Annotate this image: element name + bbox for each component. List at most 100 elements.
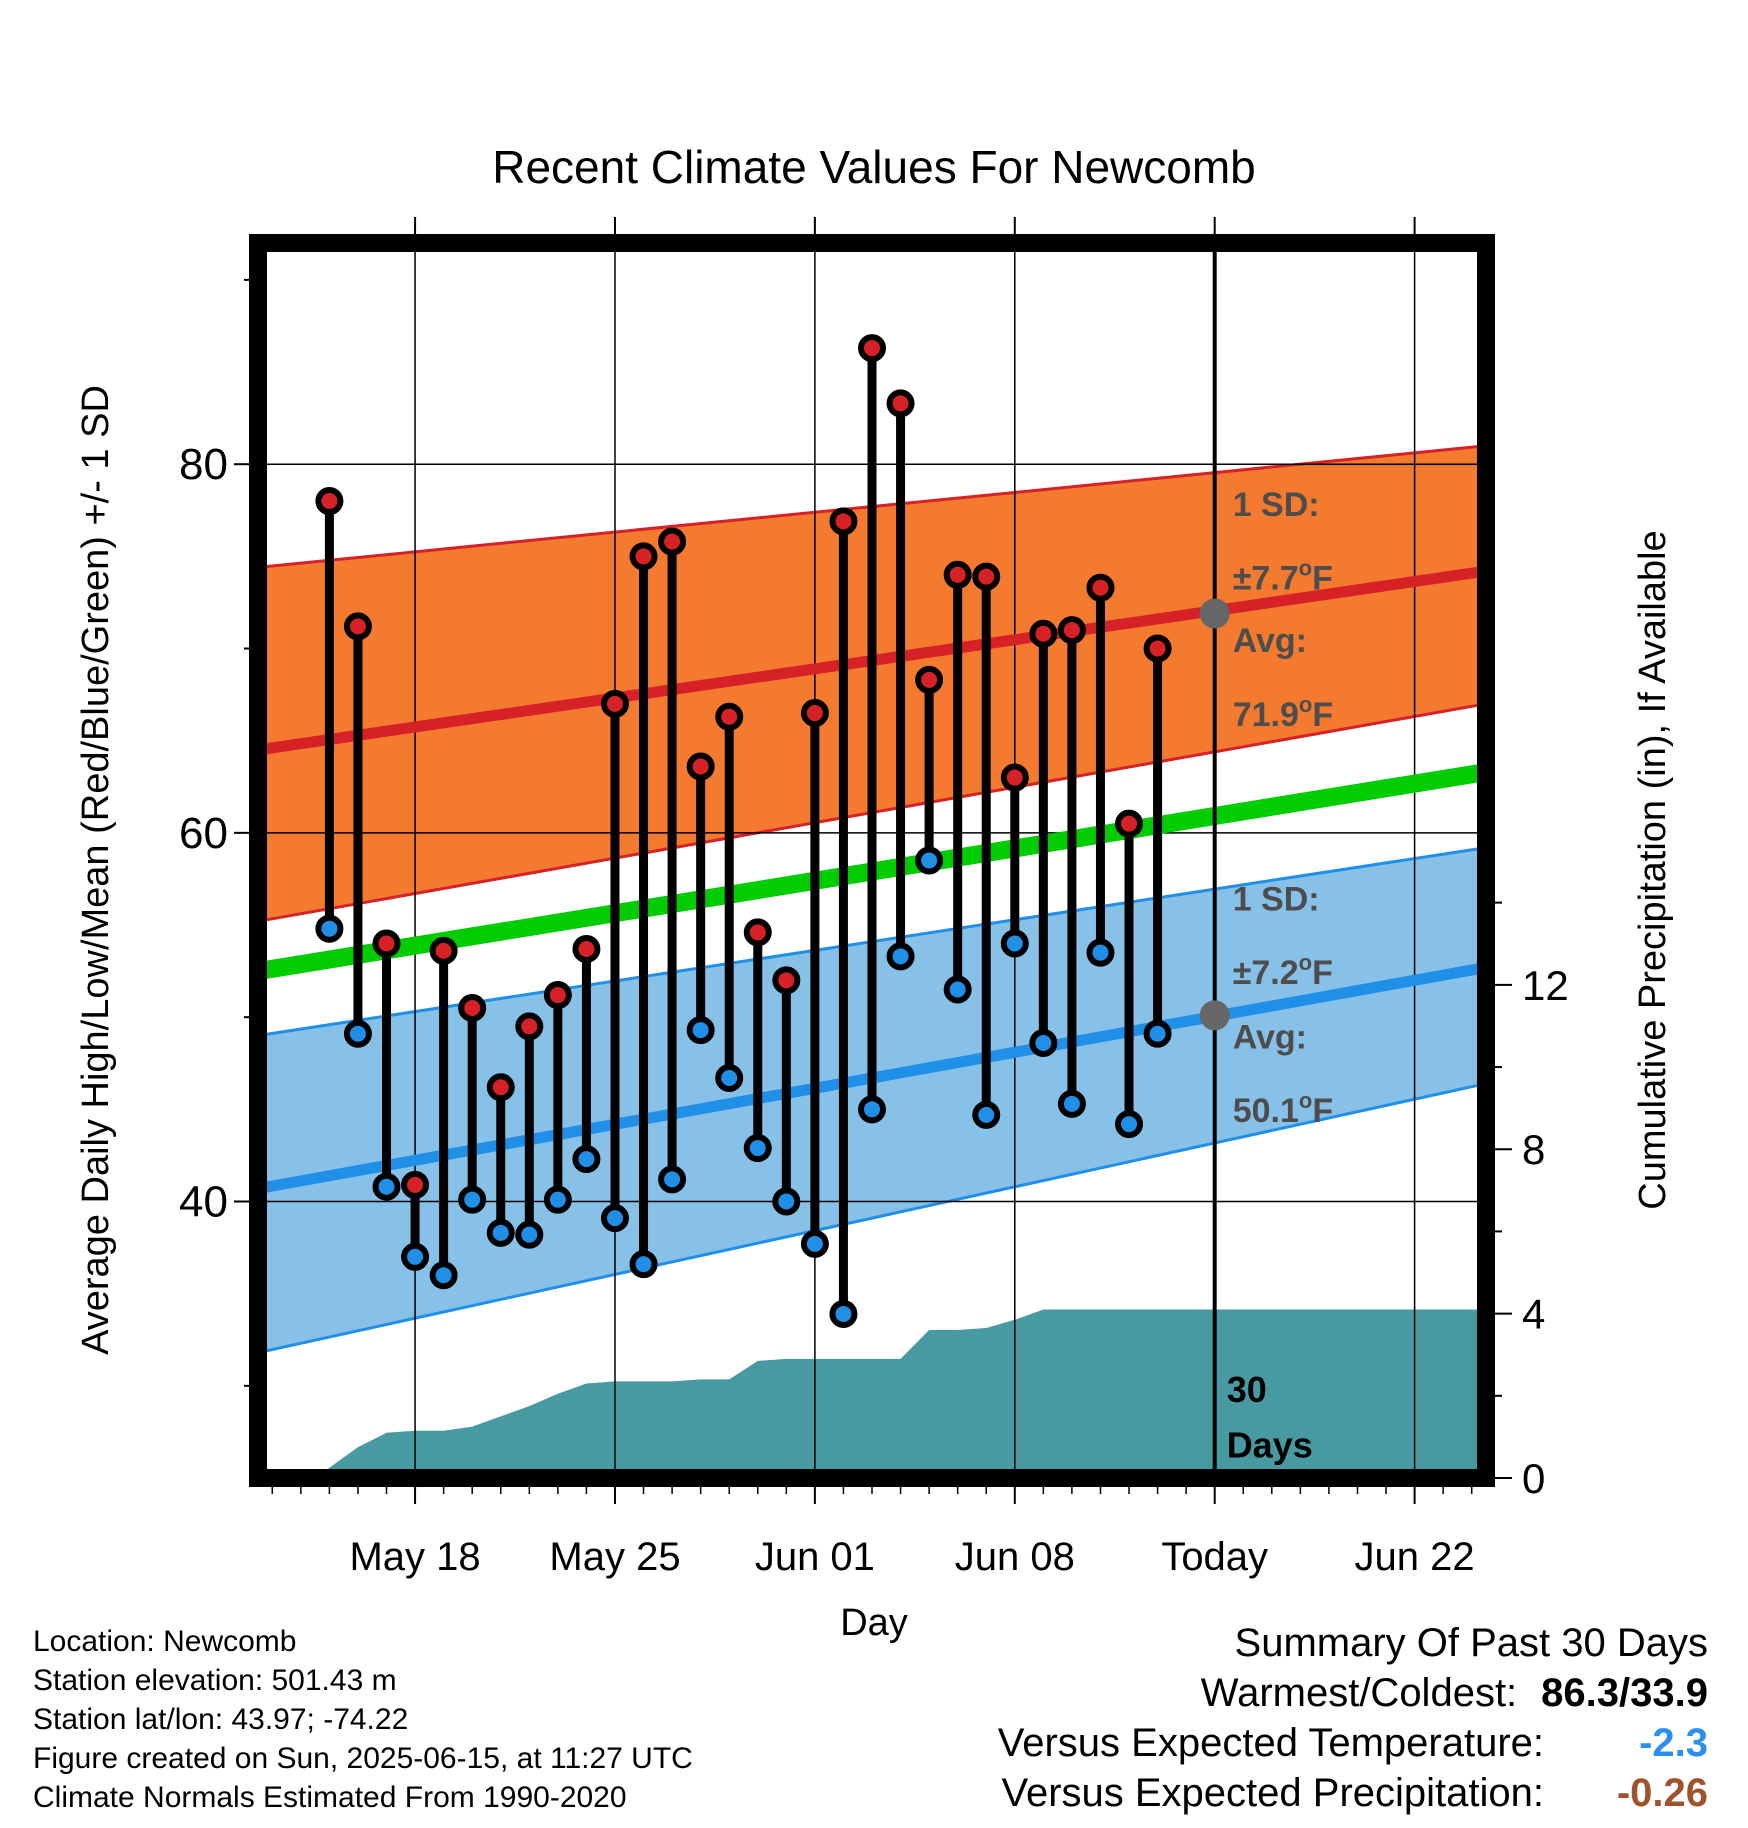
today-low-avg-marker (1199, 1000, 1230, 1031)
low-temp-point (886, 942, 915, 971)
high-temp-point (772, 966, 801, 995)
low-temp-point (1143, 1019, 1172, 1048)
right-tick-label: 0 (1522, 1455, 1545, 1502)
low-temp-point (943, 975, 972, 1004)
low-temp-point (972, 1100, 1001, 1129)
warm-cold-value: 86.3/33.9 (1541, 1671, 1708, 1715)
low-temp-point (715, 1064, 744, 1093)
low-temp-point (686, 1016, 715, 1045)
high-temp-point (429, 936, 458, 965)
right-tick-label: 8 (1522, 1126, 1545, 1173)
high-temp-point (1057, 616, 1086, 645)
low-temp-point (1029, 1028, 1058, 1057)
warm-cold-label: Warmest/Coldest: (1200, 1671, 1518, 1715)
low-sd-label: 1 SD: (1233, 880, 1320, 918)
summary-heading: Summary Of Past 30 Days (1234, 1621, 1708, 1665)
high-temp-point (486, 1073, 515, 1102)
info-location: Location: Newcomb (33, 1625, 297, 1658)
high-temp-point (1086, 573, 1115, 602)
x-tick-label: May 18 (349, 1535, 480, 1579)
low-temp-point (829, 1299, 858, 1328)
high-temp-point (343, 612, 372, 641)
high-temp-point (943, 560, 972, 589)
low-temp-point (600, 1204, 629, 1233)
low-temp-point (858, 1095, 886, 1124)
chart-title: Recent Climate Values For Newcomb (492, 141, 1256, 193)
info-normals: Climate Normals Estimated From 1990-2020 (33, 1781, 627, 1814)
high-temp-point (686, 752, 715, 781)
right-tick-label: 12 (1522, 962, 1569, 1009)
summary-precip: Versus Expected Precipitation: -0.26 (998, 1768, 1708, 1818)
low-temp-point (515, 1220, 544, 1249)
days-word: Days (1227, 1424, 1313, 1465)
info-created: Figure created on Sun, 2025-06-15, at 11… (33, 1742, 693, 1775)
x-tick-label: Jun 22 (1355, 1535, 1475, 1579)
y-axis-label-right: Cumulative Precipitation (in), If Availa… (1632, 530, 1674, 1209)
high-sd-label: 1 SD: (1233, 486, 1320, 524)
low-temp-point (1000, 929, 1029, 958)
low-temp-point (772, 1187, 801, 1216)
summary-temp: Versus Expected Temperature: -2.3 (998, 1718, 1708, 1768)
plot-frame (249, 234, 1495, 1487)
low-temp-point (486, 1218, 515, 1247)
precip-area (286, 1309, 1486, 1478)
high-temp-point (1115, 809, 1144, 838)
high-temp-point (800, 699, 829, 728)
low-avg-label: Avg: (1233, 1019, 1307, 1057)
precip-departure-value: -0.26 (1616, 1771, 1708, 1815)
x-tick-label: May 25 (549, 1535, 680, 1579)
days-count: 30 (1227, 1369, 1267, 1410)
high-temp-point (743, 918, 772, 947)
high-temp-point (1000, 763, 1029, 792)
low-temp-point (800, 1229, 829, 1258)
high-temp-point (715, 702, 744, 731)
high-temp-point (829, 507, 858, 536)
high-avg-label: Avg: (1233, 622, 1307, 660)
low-temp-point (372, 1172, 401, 1201)
high-temp-point (972, 562, 1001, 591)
high-temp-point (629, 542, 658, 571)
right-tick-label: 4 (1522, 1291, 1545, 1338)
low-temp-point (429, 1261, 458, 1290)
high-temp-point (401, 1170, 430, 1199)
info-latlon: Station lat/lon: 43.97; -74.22 (33, 1703, 409, 1736)
low-temp-point (658, 1165, 687, 1194)
low-temp-point (1057, 1089, 1086, 1118)
low-temp-point (1115, 1110, 1144, 1139)
high-temp-point (543, 981, 572, 1010)
high-temp-point (1143, 634, 1172, 663)
low-temp-point (1086, 938, 1115, 967)
low-avg-value: 50.1oF (1233, 1088, 1333, 1130)
low-temp-point (401, 1242, 430, 1271)
left-tick-label: 60 (179, 809, 228, 858)
x-tick-label: Jun 08 (955, 1535, 1075, 1579)
today-high-avg-marker (1199, 598, 1230, 629)
high-temp-point (858, 334, 886, 363)
precip-departure-label: Versus Expected Precipitation: (1001, 1771, 1544, 1815)
x-tick-label: Today (1161, 1535, 1268, 1579)
high-temp-point (458, 993, 487, 1022)
high-temp-point (315, 487, 344, 516)
high-temp-point (915, 665, 944, 694)
high-temp-point (372, 929, 401, 958)
low-temp-point (458, 1185, 487, 1214)
high-sd-value: ±7.7oF (1233, 556, 1333, 598)
low-temp-point (543, 1185, 572, 1214)
low-temp-point (743, 1134, 772, 1163)
left-tick-label: 40 (179, 1178, 228, 1227)
station-info: Location: Newcomb Station elevation: 501… (33, 1622, 693, 1817)
x-axis-label: Day (840, 1602, 908, 1644)
high-temp-point (572, 934, 601, 963)
high-temp-point (515, 1012, 544, 1041)
x-tick-label: Jun 01 (755, 1535, 875, 1579)
low-temp-point (343, 1019, 372, 1048)
low-temp-point (629, 1250, 658, 1279)
info-elevation: Station elevation: 501.43 m (33, 1664, 397, 1697)
high-temp-point (1029, 619, 1058, 648)
summary-warm-cold: Warmest/Coldest: 86.3/33.9 (998, 1668, 1708, 1718)
high-temp-point (600, 689, 629, 718)
summary-panel: Summary Of Past 30 Days Warmest/Coldest:… (998, 1618, 1708, 1818)
low-sd-value: ±7.2oF (1233, 950, 1333, 992)
low-temp-point (315, 914, 344, 943)
